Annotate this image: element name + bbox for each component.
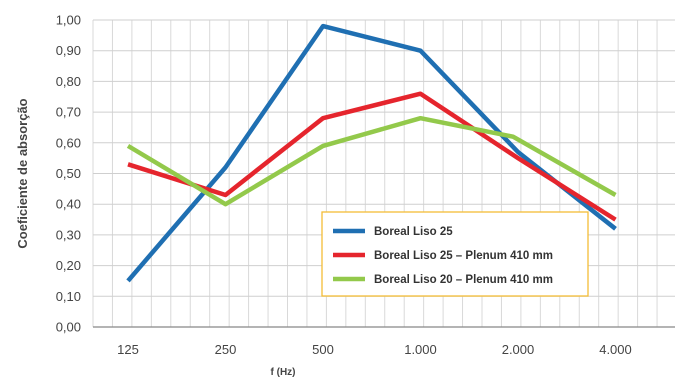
y-tick-label: 0,30 [56,227,81,242]
legend: Boreal Liso 25 Boreal Liso 25 – Plenum 41… [321,211,589,297]
legend-label: Boreal Liso 20 – Plenum 410 mm [374,274,553,286]
y-axis-label: Coeficiente de absorção [15,98,30,248]
x-axis-label: f (Hz) [271,367,296,378]
y-tick-label: 1,00 [56,13,81,28]
series-line [126,23,617,283]
x-tick-label: 125 [117,342,139,357]
x-tick-label: 250 [215,342,237,357]
x-axis: 125 250 500 1.000 2.000 4.000 [117,342,632,357]
y-tick-label: 0,20 [56,258,81,273]
y-tick-label: 0,50 [56,166,81,181]
y-axis: 0,00 0,10 0,20 0,30 0,40 0,50 0,60 0,70 0,80 0,90… [56,13,81,335]
x-tick-label: 1.000 [404,342,437,357]
x-tick-label: 2.000 [502,342,535,357]
series-line [127,91,617,222]
legend-label: Boreal Liso 25 [374,226,453,238]
series-lines [126,23,617,283]
y-tick-label: 0,40 [56,197,81,212]
y-tick-label: 0,60 [56,135,81,150]
y-tick-label: 0,70 [56,105,81,120]
x-tick-label: 500 [312,342,334,357]
y-tick-label: 0,80 [56,74,81,89]
y-tick-label: 0,00 [56,320,81,335]
series-line [126,115,617,207]
legend-box [321,211,589,297]
legend-label: Boreal Liso 25 – Plenum 410 mm [374,250,553,262]
y-tick-label: 0,10 [56,289,81,304]
x-tick-label: 4.000 [599,342,632,357]
y-tick-label: 0,90 [56,43,81,58]
